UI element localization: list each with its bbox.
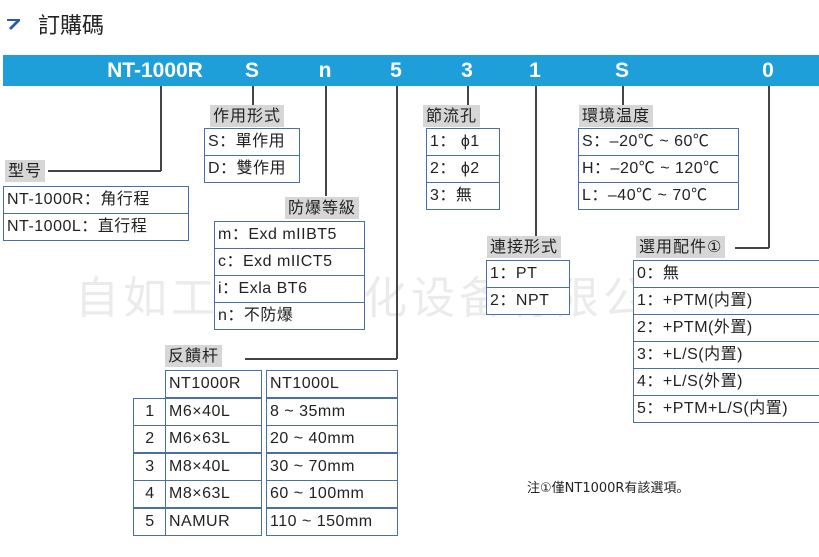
table-cell: 4 [134, 481, 166, 508]
code-segment: 0 [762, 59, 774, 82]
option-row: H：–20℃ ~ 120℃ [579, 156, 738, 183]
watermark: 自如工控自动化设备有限公司 [75, 273, 699, 324]
accessory-options: 0：無 1：+PTM(内置) 2：+PTM(外置) 3：+L/S(内置) 4：+L/S(… [633, 260, 819, 423]
code-segment: n [318, 59, 332, 82]
action-options: S：單作用 D：雙作用 [204, 128, 300, 183]
table-cell: 5 [134, 509, 166, 536]
table-cell: 1 [134, 399, 166, 426]
model-options: NT-1000R：角行程 NT-1000L：直行程 [3, 186, 189, 241]
temperature-label: 環境温度 [579, 105, 654, 127]
table-cell: 60 ~ 100mm [267, 481, 397, 508]
temperature-options: S：–20℃ ~ 60℃ H：–20℃ ~ 120℃ L：–40℃ ~ 70℃ [578, 128, 739, 210]
order-code-bar [3, 55, 819, 86]
option-row: L：–40℃ ~ 70℃ [579, 183, 738, 210]
code-segment: S [614, 59, 630, 82]
feedback-row-r: M8×63L [165, 480, 262, 508]
table-cell: 20 ~ 40mm [267, 426, 397, 453]
connection-options: 1：PT 2：NPT [486, 260, 570, 315]
page-title: 訂購碼 [38, 14, 105, 39]
connector-line [396, 86, 398, 359]
option-row: i：Exla BT6 [215, 276, 364, 303]
option-row: m：Exd mIIBT5 [215, 222, 364, 249]
feedback-row-number: 2 [133, 425, 167, 453]
connector-line [768, 86, 770, 248]
connector-line [160, 86, 162, 171]
table-cell: 30 ~ 70mm [267, 454, 397, 481]
option-row: 3：+L/S(内置) [634, 342, 819, 369]
connector-line [735, 247, 769, 249]
orifice-options: 1： ϕ1 2： ϕ2 3：無 [426, 128, 500, 210]
option-row: 1：+PTM(内置) [634, 288, 819, 315]
table-cell: M6×40L [166, 399, 261, 426]
option-row: 5：+PTM+L/S(内置) [634, 396, 819, 423]
feedback-row-number: 4 [133, 480, 167, 508]
option-row: NT-1000L：直行程 [4, 214, 188, 241]
code-segment: S [244, 59, 260, 82]
action-label: 作用形式 [210, 105, 285, 127]
explosion-options: m：Exd mIIBT5 c：Exd mIICT5 i：Exla BT6 n：不防爆 [214, 221, 365, 330]
option-row: NT-1000R：角行程 [4, 187, 188, 214]
option-row: 1：PT [487, 261, 569, 288]
feedback-row-r: M6×40L [165, 397, 262, 426]
code-segment: 5 [390, 59, 402, 82]
code-segment: NT-1000R [107, 59, 203, 82]
feedback-label: 反饋杆 [165, 345, 223, 367]
feedback-row-l: 60 ~ 100mm [266, 480, 398, 508]
option-row: c：Exd mIICT5 [215, 249, 364, 276]
explosion-label: 防爆等級 [285, 197, 360, 219]
code-segment: 3 [461, 59, 473, 82]
connector-line [325, 86, 327, 196]
option-row: D：雙作用 [205, 156, 299, 183]
feedback-row-r: M6×63L [165, 425, 262, 453]
table-cell: NAMUR [166, 509, 261, 536]
table-cell: 2 [134, 426, 166, 453]
feedback-header-r: NT1000R [165, 370, 262, 398]
option-row: n：不防爆 [215, 303, 364, 330]
connector-line [467, 86, 469, 106]
table-cell: M8×63L [166, 481, 261, 508]
table-cell: 8 ~ 35mm [267, 399, 397, 426]
connection-label: 連接形式 [487, 236, 562, 258]
option-row: 1： ϕ1 [427, 129, 499, 156]
footnote: 注①僅NT1000R有該選項。 [527, 481, 690, 496]
option-row: S：–20℃ ~ 60℃ [579, 129, 738, 156]
connector-line [48, 170, 161, 172]
feedback-header-l: NT1000L [266, 370, 398, 398]
connector-line [252, 86, 254, 106]
option-row: 0：無 [634, 261, 819, 288]
table-cell: M6×63L [166, 426, 261, 453]
feedback-row-l: 110 ~ 150mm [266, 507, 398, 536]
table-cell: 3 [134, 454, 166, 481]
feedback-row-r: M8×40L [165, 452, 262, 481]
connector-line [622, 86, 624, 106]
option-row: 4：+L/S(外置) [634, 369, 819, 396]
accessory-label: 選用配件① [636, 236, 726, 258]
table-cell: 110 ~ 150mm [267, 509, 397, 536]
table-cell: M8×40L [166, 454, 261, 481]
feedback-row-l: 20 ~ 40mm [266, 425, 398, 453]
orifice-label: 節流孔 [423, 105, 481, 127]
arrow-up-right-icon [7, 19, 20, 30]
option-row: 2：+PTM(外置) [634, 315, 819, 342]
feedback-row-number: 3 [133, 452, 167, 481]
model-label: 型号 [5, 160, 46, 182]
feedback-row-l: 30 ~ 70mm [266, 452, 398, 481]
feedback-row-l: 8 ~ 35mm [266, 397, 398, 426]
code-segment: 1 [529, 59, 541, 82]
option-row: 3：無 [427, 183, 499, 210]
connector-line [245, 358, 397, 360]
option-row: S：單作用 [205, 129, 299, 156]
connector-line [535, 86, 537, 236]
feedback-row-number: 5 [133, 507, 167, 536]
feedback-row-number: 1 [133, 397, 167, 426]
feedback-row-r: NAMUR [165, 507, 262, 536]
option-row: 2： ϕ2 [427, 156, 499, 183]
option-row: 2：NPT [487, 288, 569, 315]
